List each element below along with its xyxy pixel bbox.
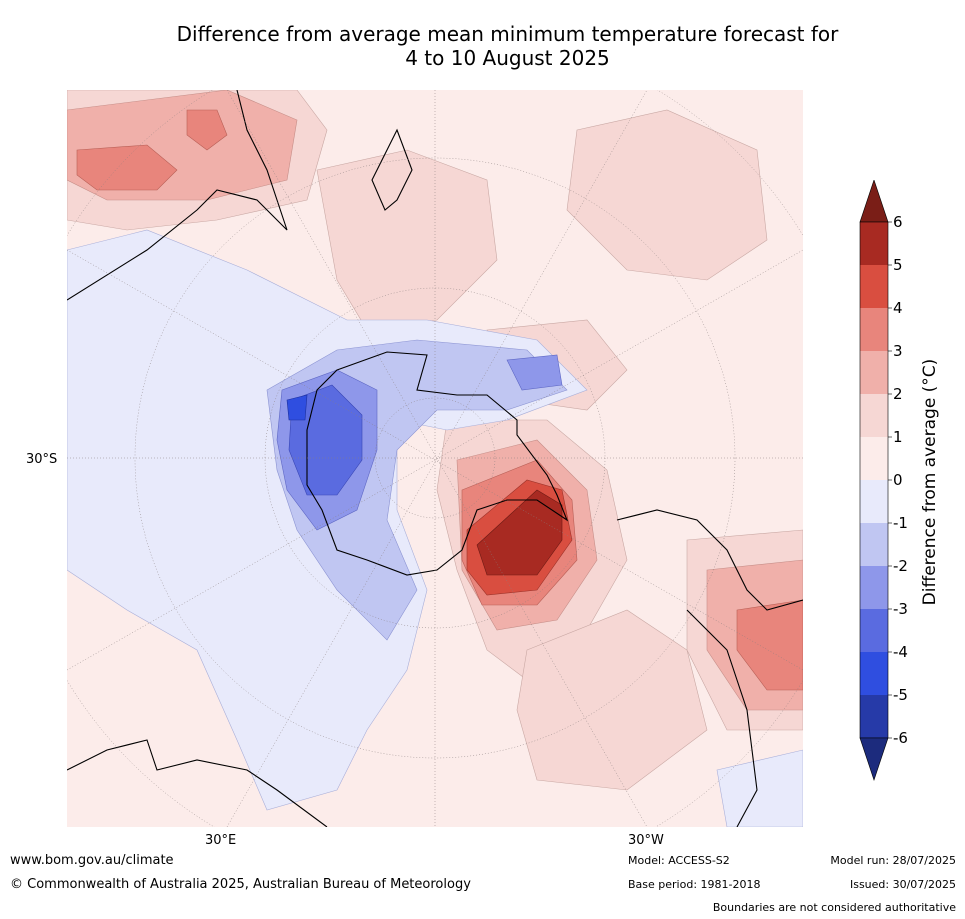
colorbar-arrow-top <box>859 179 889 223</box>
lat-label-30s: 30°S <box>26 452 58 467</box>
south-america-outline <box>616 509 803 827</box>
colorbar-tick-label: -1 <box>893 514 908 532</box>
anomaly-5-to-6 <box>476 489 563 576</box>
anomaly-minus-4-to-minus-5 <box>286 394 308 421</box>
colorbar-bin <box>860 394 888 437</box>
footer-model-run: Model run: 28/07/2025 <box>830 854 956 867</box>
colorbar-bin <box>860 566 888 609</box>
colorbar-tick-label: 5 <box>893 256 903 274</box>
coastlines <box>67 90 803 827</box>
colorbar-bin <box>860 480 888 523</box>
colorbar-tick-label: -2 <box>893 557 908 575</box>
colorbar-bin <box>860 609 888 652</box>
chart-title: Difference from average mean minimum tem… <box>0 22 965 70</box>
footer-issued: Issued: 30/07/2025 <box>849 878 956 891</box>
colorbar-bin <box>860 222 888 265</box>
colorbar-tick-label: 0 <box>893 471 903 489</box>
colorbar-svg: 6 5 4 3 2 1 0 -1 -2 -3 -4 -5 -6 <box>859 179 908 781</box>
colorbar-bin <box>860 265 888 308</box>
footer-website[interactable]: www.bom.gov.au/climate <box>10 853 174 868</box>
new-zealand-outline <box>371 128 413 211</box>
colorbar-arrow-bottom <box>859 737 889 781</box>
title-line-2: 4 to 10 August 2025 <box>405 46 610 70</box>
colorbar-tick-label: 1 <box>893 428 903 446</box>
colorbar-tick-label: -4 <box>893 643 908 661</box>
colorbar-title: Difference from average (°C) <box>920 358 940 606</box>
footer-disclaimer: Boundaries are not considered authoritat… <box>712 901 956 914</box>
colorbar-tick-label: 6 <box>893 213 903 231</box>
lon-label-30w: 30°W <box>628 833 664 848</box>
colorbar-tick-label: 3 <box>893 342 903 360</box>
footer-base-period: Base period: 1981-2018 <box>628 878 761 891</box>
map-panel <box>67 90 803 827</box>
colorbar: 6 5 4 3 2 1 0 -1 -2 -3 -4 -5 -6 <box>855 179 965 785</box>
graticule <box>67 90 803 827</box>
colorbar-bin <box>860 695 888 738</box>
anomaly-map <box>67 90 803 827</box>
colorbar-bin <box>860 437 888 480</box>
antarctica-outline <box>306 351 569 576</box>
colorbar-tick-label: 2 <box>893 385 903 403</box>
colorbar-bin <box>860 351 888 394</box>
australia-outline <box>67 90 288 301</box>
colorbar-bin <box>860 652 888 695</box>
footer-copyright: © Commonwealth of Australia 2025, Austra… <box>10 877 471 892</box>
footer-model: Model: ACCESS-S2 <box>628 854 730 867</box>
colorbar-tick-label: -5 <box>893 686 908 704</box>
colorbar-bin <box>860 523 888 566</box>
colorbar-tick-label: -6 <box>893 729 908 747</box>
lon-label-30e: 30°E <box>205 833 237 848</box>
africa-outline <box>67 739 328 827</box>
colorbar-bin <box>860 308 888 351</box>
colorbar-tick-label: 4 <box>893 299 903 317</box>
colorbar-tick-label: -3 <box>893 600 908 618</box>
title-line-1: Difference from average mean minimum tem… <box>176 22 839 46</box>
